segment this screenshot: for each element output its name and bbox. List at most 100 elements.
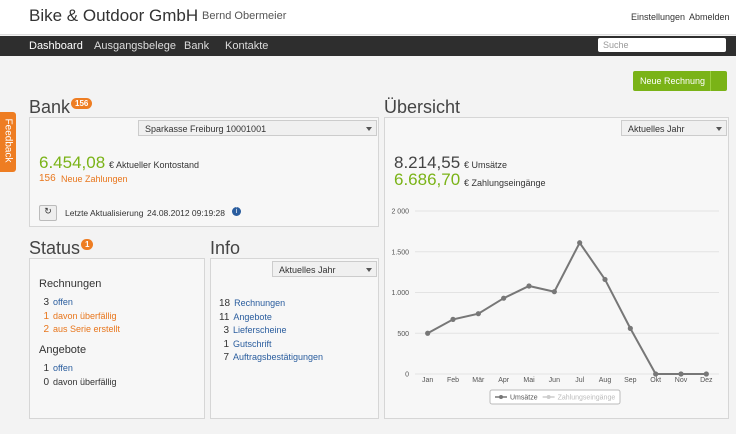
x-tick-label: Nov	[675, 377, 688, 384]
status-panel: Rechnungen 3 offen 1 davon überfällig 2 aus S…	[29, 258, 205, 419]
x-tick-label: Feb	[447, 377, 459, 384]
point	[425, 330, 431, 336]
list-row: 2 aus Serie erstellt	[39, 323, 120, 337]
new-invoice-button[interactable]: Neue Rechnung	[633, 71, 727, 91]
search[interactable]: Suche	[598, 38, 726, 52]
info-icon[interactable]: i	[232, 207, 241, 216]
x-tick-label: Dez	[700, 377, 713, 384]
count: 2	[43, 324, 49, 335]
nav-item[interactable]: Dashboard	[29, 40, 83, 52]
legend-swatch	[499, 395, 503, 399]
header: Bike & Outdoor GmbH Bernd Obermeier Eins…	[0, 0, 736, 35]
info-list: 18 Rechnungen 11 Angebote 3 Lieferscheine 1 Gut…	[219, 297, 323, 365]
bank-title: Bank	[29, 97, 71, 117]
balance-label: € Aktueller Kontostand	[109, 160, 200, 170]
label[interactable]: Angebote	[233, 311, 272, 322]
brand: Bike & Outdoor GmbH	[29, 6, 199, 25]
new-label[interactable]: Neue Zahlungen	[61, 174, 128, 184]
account-select[interactable]: Sparkasse Freiburg 10001001	[138, 120, 377, 136]
count: 18	[219, 298, 231, 309]
list-row: 3 Lieferscheine	[219, 324, 323, 338]
x-tick-label: Sep	[624, 377, 637, 384]
info-panel: Aktuelles Jahr 18 Rechnungen 11 Angebote 3 Li…	[210, 258, 379, 419]
point	[475, 311, 481, 317]
list-row: 0 davon überfällig	[39, 376, 117, 390]
label[interactable]: Lieferscheine	[233, 325, 287, 335]
info-title: Info	[210, 238, 241, 258]
feedback-tab[interactable]: Feedback	[0, 112, 16, 172]
point	[551, 289, 557, 295]
payments-label: € Zahlungseingänge	[464, 178, 546, 188]
offer-list: 1 offen 0 davon überfällig	[39, 362, 117, 390]
heading: Rechnungen	[39, 278, 102, 290]
balance: 6.454,08	[39, 153, 106, 172]
list-row: 7 Auftragsbestätigungen	[219, 351, 323, 365]
label[interactable]: Gutschrift	[233, 338, 272, 349]
label[interactable]: davon überfällig	[53, 376, 117, 387]
point	[602, 276, 608, 283]
y-tick-label: 2 000	[391, 209, 409, 216]
button-label: Neue Rechnung	[640, 76, 706, 86]
label[interactable]: aus Serie erstellt	[53, 324, 121, 334]
label[interactable]: offen	[53, 297, 73, 307]
list-row: 1 offen	[39, 362, 117, 376]
overview-title: Übersicht	[384, 97, 461, 117]
count: 7	[223, 352, 229, 363]
x-tick-label: Mär	[472, 377, 485, 384]
count: 1	[43, 363, 49, 374]
y-tick-label: 0	[405, 372, 409, 379]
count: 1	[223, 338, 229, 350]
badge: 156	[71, 98, 93, 109]
update-time: 24.08.2012 09:19:28	[147, 208, 225, 218]
list-row: 11 Angebote	[219, 311, 323, 325]
link[interactable]: Einstellungen	[631, 12, 686, 22]
nav-item[interactable]: Kontakte	[225, 40, 269, 52]
line	[427, 240, 707, 375]
label[interactable]: davon überfällig	[53, 310, 117, 321]
overview-panel: Aktuelles Jahr 8.214,55 € Umsätze 6.686,…	[384, 117, 729, 419]
legend-label[interactable]: Zahlungseingänge	[558, 395, 616, 402]
invoice-list: 3 offen 1 davon überfällig 2 aus Serie erstel…	[39, 296, 120, 337]
nav: Dashboard Ausgangsbelege Bank Kontakte S…	[0, 36, 736, 56]
year-select[interactable]: Aktuelles Jahr	[272, 261, 377, 277]
payments: 6.686,70	[394, 170, 461, 189]
count: 1	[43, 310, 49, 322]
revenue-label: € Umsätze	[464, 160, 508, 170]
x-tick-label: Apr	[498, 377, 510, 384]
status-title: Status	[29, 238, 81, 258]
label[interactable]: Auftragsbestätigungen	[233, 352, 324, 362]
chart: 0 500 1.000 1.500 2 000 Jan Feb Mär Apr Mai Jun Jul…	[391, 209, 719, 405]
legend	[489, 389, 621, 405]
heading: Angebote	[39, 344, 87, 356]
bank-panel: Sparkasse Freiburg 10001001 6.454,08 € A…	[29, 117, 379, 227]
dropdown[interactable]	[710, 71, 727, 91]
count: 3	[223, 325, 229, 336]
count: 11	[219, 311, 230, 323]
badge: 1	[81, 239, 94, 250]
link[interactable]: Abmelden	[689, 12, 730, 22]
revenue: 8.214,55	[394, 153, 461, 172]
refresh-button[interactable]: ↻	[39, 205, 57, 221]
x-tick-label: Jan	[422, 377, 433, 384]
nav-item[interactable]: Ausgangsbelege	[94, 40, 176, 52]
count: 0	[43, 376, 49, 388]
y-tick-label: 1.000	[391, 290, 409, 297]
label[interactable]: Rechnungen	[234, 298, 286, 308]
point	[450, 316, 456, 322]
point	[577, 240, 583, 246]
list-row: 1 Gutschrift	[219, 338, 323, 352]
year-select[interactable]: Aktuelles Jahr	[621, 120, 727, 136]
list-row: 18 Rechnungen	[219, 297, 323, 311]
point	[526, 283, 532, 289]
count: 3	[43, 297, 49, 308]
point	[653, 371, 659, 377]
nav-item[interactable]: Bank	[184, 40, 210, 52]
y-tick-label: 1.500	[391, 249, 409, 256]
legend-swatch	[546, 395, 551, 399]
point	[678, 371, 684, 377]
user: Bernd Obermeier	[202, 10, 287, 22]
list-row: 1 davon überfällig	[39, 310, 120, 324]
legend-label[interactable]: Umsätze	[510, 395, 538, 402]
label[interactable]: offen	[53, 363, 73, 373]
